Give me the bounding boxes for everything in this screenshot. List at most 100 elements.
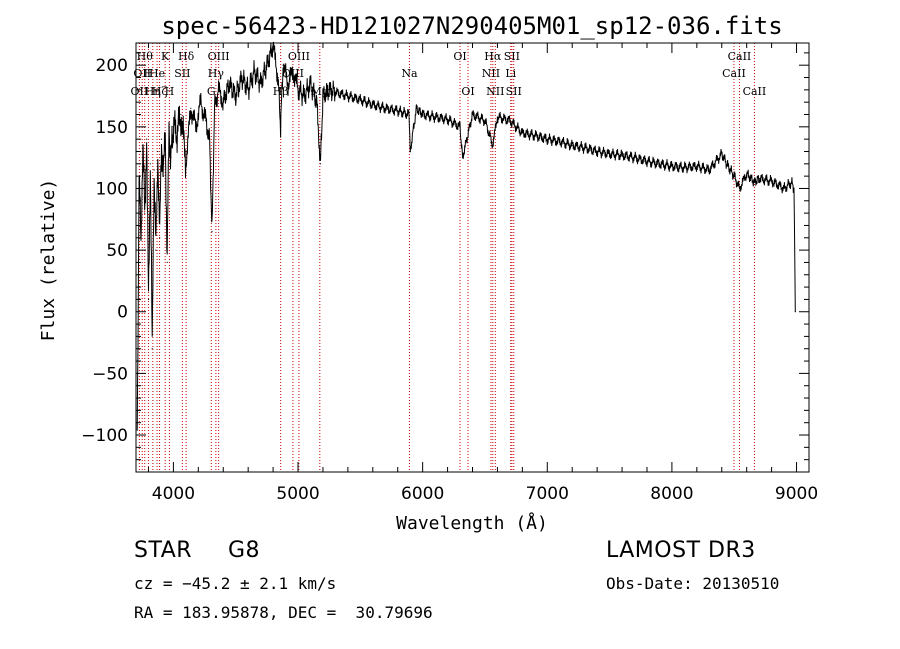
axis-ticks: 4000 5000 6000 7000 8000 9000 −100 −50 0 50 100 150… [81,43,818,504]
series-point-98 [794,311,796,313]
series-point-65 [461,157,464,159]
series-point-44 [292,70,294,72]
series-point-78 [609,153,611,155]
series-point-43 [287,83,289,85]
series-point-25 [200,101,202,103]
x-tick-label-0: 4000 [152,484,195,504]
series-point-28 [211,231,213,233]
line-label-27: CaII [722,67,746,80]
series-point-19 [172,126,174,128]
line-label-5: He [149,67,165,80]
series-point-24 [195,126,197,128]
series-point-75 [571,144,573,146]
series-point-59 [409,150,411,153]
series-point-6 [147,298,150,300]
series-point-18 [170,157,172,159]
series-point-63 [447,118,449,120]
series-point-23 [190,107,192,109]
series-point-53 [347,95,349,97]
series-point-32 [228,83,231,85]
series-point-86 [708,169,710,171]
series-point-34 [241,76,243,79]
line-label-10: Hδ [178,50,195,63]
series-point-91 [746,173,748,175]
series-point-88 [727,165,729,167]
series-point-62 [434,116,436,118]
series-point-73 [546,138,548,140]
line-label-12: Hγ [208,67,225,80]
line-label-0: OII [131,85,149,98]
series-point-92 [753,181,756,183]
series-point-12 [159,237,161,239]
line-label-15: OIII [282,67,304,80]
series-point-95 [783,187,785,190]
series-point-72 [534,134,536,137]
series-point-38 [266,64,268,66]
series-point-90 [738,187,741,190]
series-point-3 [142,144,144,146]
series-point-56 [384,107,386,109]
series-point-47 [309,83,312,85]
series-point-55 [372,104,374,106]
series-point-80 [633,157,636,159]
series-point-93 [758,178,760,180]
line-label-17: Mg [311,85,329,98]
series-point-81 [646,160,648,162]
series-layer [136,41,796,431]
series-point-41 [280,126,282,128]
series-point-77 [596,150,598,153]
object-class: STAR [134,538,193,563]
series-point-11 [157,150,159,153]
series-point-85 [696,165,698,167]
line-label-24: Li [505,67,516,80]
survey-name: LAMOST DR3 [606,538,756,563]
line-label-20: OI [461,85,474,98]
series-point-69 [496,116,498,118]
series-point-45 [297,89,299,91]
line-label-2: Hθ [137,50,154,63]
series-point-22 [185,163,187,165]
series-point-5 [146,138,148,140]
line-label-9: SII [174,67,190,80]
line-label-8: H [165,85,175,98]
line-label-23: NII [486,85,504,98]
series-point-33 [235,95,237,97]
series-point-21 [180,113,182,116]
series-point-58 [408,113,410,116]
line-label-25: SII [504,50,520,63]
series-point-61 [422,113,424,116]
series-point-68 [492,144,494,146]
series-point-15 [164,132,166,134]
line-label-7: K [161,50,170,63]
series-point-4 [144,212,146,214]
series-point-9 [153,169,155,171]
series-point-14 [162,175,164,177]
chart-title: spec-56423-HD121027N290405M01_sp12-036.f… [161,12,782,40]
series-point-66 [471,113,474,116]
line-label-22: Hα [484,50,502,63]
series-point-70 [509,120,511,122]
series-point-42 [282,64,284,66]
y-tick-label-3: 50 [106,241,128,261]
series-point-10 [155,249,157,251]
series-point-67 [484,120,486,122]
series-point-7 [149,163,151,165]
series-point-82 [658,163,661,165]
series-point-17 [168,126,170,128]
y-tick-label-5: 150 [96,118,128,138]
series-point-48 [316,101,318,103]
series-point-84 [683,166,686,169]
line-label-29: CaII [743,85,767,98]
x-tick-label-2: 6000 [401,484,444,504]
spectral-subclass: G8 [228,538,261,563]
line-label-21: NII [482,67,500,80]
line-label-6: Hζ [152,85,168,98]
line-label-11: G [207,85,216,98]
line-label-18: Na [401,67,418,80]
redshift-cz: cz = −45.2 ± 2.1 km/s [134,574,337,593]
series-point-30 [217,89,219,91]
line-label-26: SII [506,85,522,98]
series-point-50 [322,95,324,97]
y-axis-label: Flux (relative) [38,179,59,342]
